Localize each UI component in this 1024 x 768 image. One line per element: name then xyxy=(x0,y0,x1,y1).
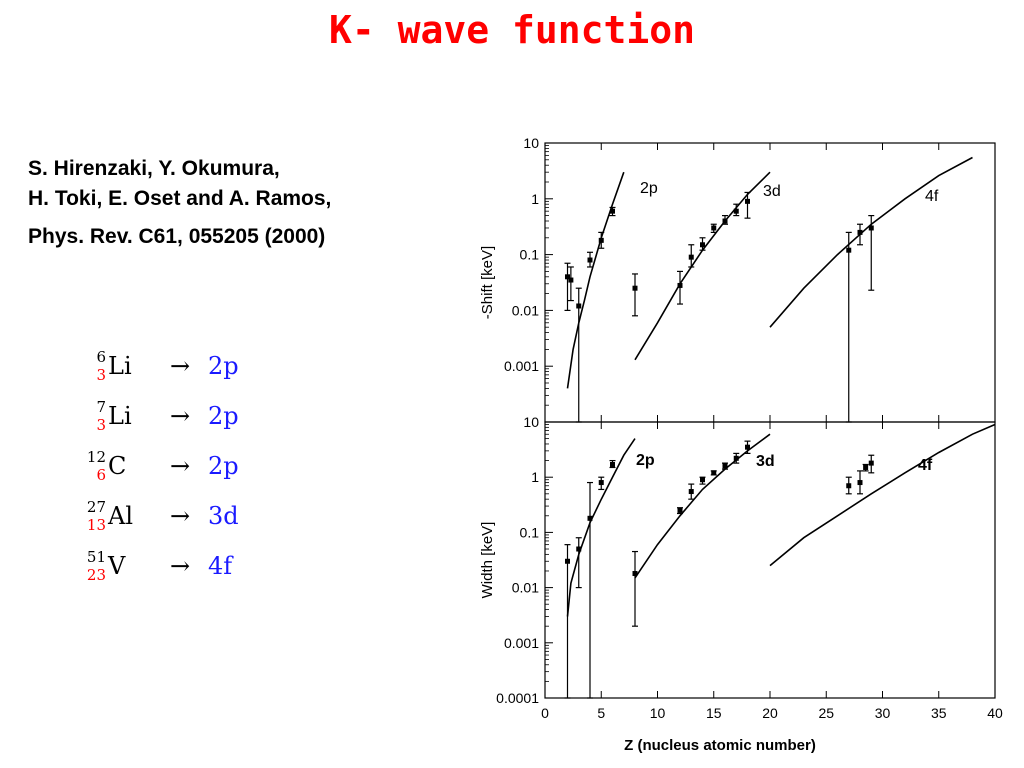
element-symbol: V xyxy=(108,552,126,580)
orbital-state: 2p xyxy=(208,352,239,380)
y-tick-label: 0.01 xyxy=(512,580,539,596)
data-point xyxy=(677,507,683,513)
mass-number: 27 xyxy=(86,498,106,516)
data-point xyxy=(688,254,694,260)
mass-number: 7 xyxy=(96,398,106,416)
curve-label: 3d xyxy=(756,453,775,470)
data-point xyxy=(610,461,615,467)
atomic-number: 23 xyxy=(86,566,106,584)
curve-2p xyxy=(566,438,636,617)
atomic-number: 3 xyxy=(96,366,106,384)
data-point xyxy=(846,247,852,253)
arrow-icon: → xyxy=(170,502,191,530)
data-point xyxy=(576,546,582,552)
x-tick-label: 30 xyxy=(875,705,891,721)
y-tick-label: 0.1 xyxy=(520,247,540,263)
orbital-state: 2p xyxy=(208,402,239,430)
x-tick-label: 10 xyxy=(650,705,666,721)
element-symbol: C xyxy=(108,452,127,480)
y-tick-label: 0.0001 xyxy=(496,690,539,706)
curve-2p xyxy=(566,171,625,389)
data-point xyxy=(565,274,570,280)
data-point xyxy=(632,285,638,291)
data-point xyxy=(868,460,874,466)
data-point xyxy=(688,489,694,495)
y-tick-label: 10 xyxy=(523,135,539,151)
mass-number: 51 xyxy=(86,548,106,566)
curve-3d xyxy=(634,433,771,579)
data-point xyxy=(846,483,852,489)
atomic-number: 3 xyxy=(96,416,106,434)
mass-number: 12 xyxy=(86,448,106,466)
y-tick-label: 1 xyxy=(531,469,539,485)
atomic-number: 6 xyxy=(96,466,106,484)
y-tick-label: 0.001 xyxy=(504,635,539,651)
data-point xyxy=(733,455,739,461)
data-point xyxy=(857,229,863,235)
curve-4f xyxy=(769,423,996,567)
x-tick-label: 25 xyxy=(818,705,834,721)
reference-authors-line1: S. Hirenzaki, Y. Okumura, xyxy=(28,157,280,180)
atomic-number: 13 xyxy=(86,516,106,534)
element-symbol: Li xyxy=(108,402,132,430)
data-point xyxy=(565,558,570,564)
data-point xyxy=(711,225,717,231)
curve-label: 2p xyxy=(640,180,658,197)
data-point xyxy=(632,571,638,577)
y-tick-label: 10 xyxy=(523,414,539,430)
data-point xyxy=(610,208,615,214)
data-point xyxy=(863,464,869,470)
element-symbol: Al xyxy=(108,502,134,530)
data-point xyxy=(700,242,705,248)
data-point xyxy=(700,477,705,483)
element-symbol: Li xyxy=(108,352,132,380)
x-tick-label: 35 xyxy=(931,705,947,721)
curve-label: 2p xyxy=(636,452,655,469)
x-tick-label: 20 xyxy=(762,705,778,721)
data-point xyxy=(733,208,739,214)
data-point xyxy=(722,463,728,469)
data-point xyxy=(576,303,582,309)
curve-label: 3d xyxy=(763,183,781,200)
reference-authors-line2: H. Toki, E. Oset and A. Ramos, xyxy=(28,187,332,210)
y-tick-label: 1 xyxy=(531,191,539,207)
data-point xyxy=(868,225,874,231)
y-axis-label: Width [keV] xyxy=(479,522,496,599)
data-point xyxy=(745,444,750,450)
orbital-state: 4f xyxy=(208,552,233,580)
data-point xyxy=(587,257,593,263)
reference-journal: Phys. Rev. C61, 055205 (2000) xyxy=(28,225,326,248)
x-tick-label: 0 xyxy=(541,705,549,721)
mass-number: 6 xyxy=(96,348,106,366)
orbital-state: 3d xyxy=(208,502,239,530)
y-axis-label: -Shift [keV] xyxy=(479,246,496,319)
data-point xyxy=(587,515,593,521)
arrow-icon: → xyxy=(170,352,191,380)
x-tick-label: 15 xyxy=(706,705,722,721)
data-point xyxy=(598,480,604,486)
y-tick-label: 0.1 xyxy=(520,524,540,540)
x-axis-label: Z (nucleus atomic number) xyxy=(624,737,816,754)
x-tick-label: 5 xyxy=(597,705,605,721)
reference-block: S. Hirenzaki, Y. Okumura, H. Toki, E. Os… xyxy=(28,154,331,252)
orbital-state: 2p xyxy=(208,452,239,480)
data-point xyxy=(722,218,728,224)
data-point xyxy=(711,470,717,476)
curve-label: 4f xyxy=(918,457,933,474)
arrow-icon: → xyxy=(170,452,191,480)
y-tick-label: 0.01 xyxy=(512,302,539,318)
curve-label: 4f xyxy=(925,188,939,205)
slide-title: K- wave function xyxy=(328,8,696,52)
data-point xyxy=(677,282,683,288)
x-tick-label: 40 xyxy=(987,705,1003,721)
data-point xyxy=(857,480,863,486)
data-point xyxy=(598,237,604,243)
arrow-icon: → xyxy=(170,402,191,430)
data-point xyxy=(745,198,750,204)
y-tick-label: 0.001 xyxy=(504,358,539,374)
data-point xyxy=(568,277,574,283)
arrow-icon: → xyxy=(170,552,191,580)
